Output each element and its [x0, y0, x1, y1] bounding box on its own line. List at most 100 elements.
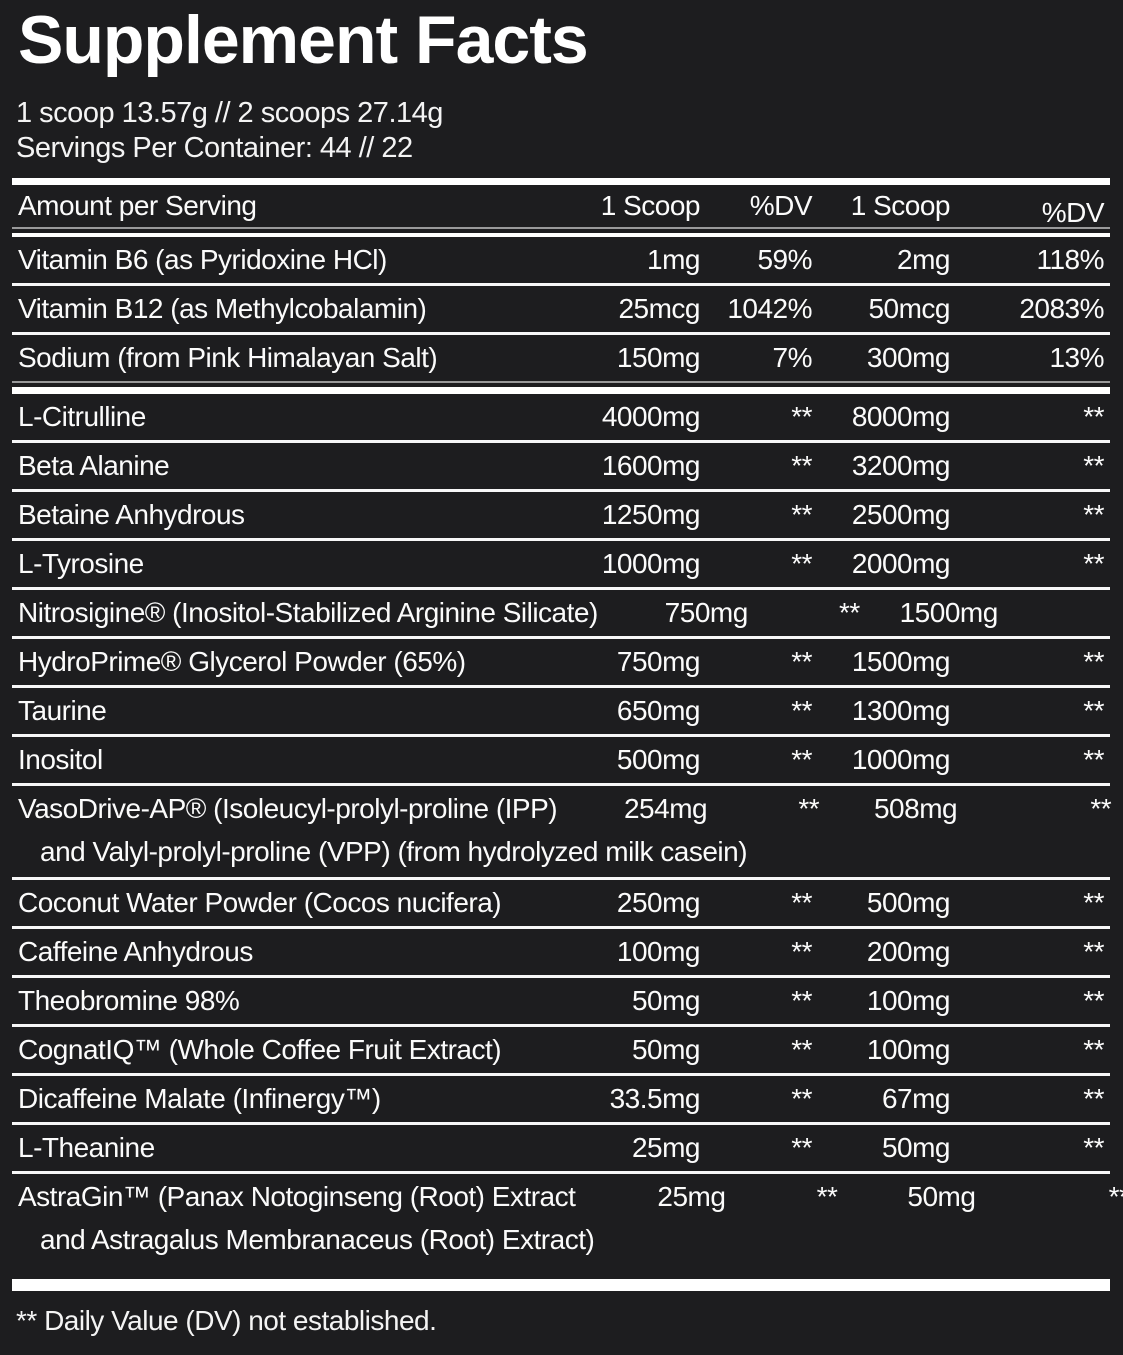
amount-1-scoop: 1000mg [601, 548, 701, 579]
ingredient-name: HydroPrime® Glycerol Powder (65%) [18, 646, 466, 677]
table-row: Beta Alanine 1600mg ** 3200mg ** [12, 443, 1110, 489]
table-row: Dicaffeine Malate (Infinergy™) 33.5mg ** 67… [12, 1076, 1110, 1122]
dv-2-scoops: ** [1090, 793, 1112, 824]
amount-2-scoops: 1300mg [851, 695, 951, 726]
dv-2-scoops: ** [1083, 401, 1104, 432]
table-row-main: Vitamin B6 (as Pyridoxine HCl) 1mg 59% 2mg 1… [12, 237, 1110, 283]
table-row: Coconut Water Powder (Cocos nucifera) 250… [12, 880, 1110, 926]
table-row: Betaine Anhydrous 1250mg ** 2500mg ** [12, 492, 1110, 538]
row-separator [12, 685, 1110, 688]
dv-2-scoops: ** [1083, 1034, 1104, 1065]
table-row-main: Taurine 650mg ** 1300mg ** [12, 688, 1110, 734]
amount-1-scoop: 25mg [657, 1181, 726, 1212]
amount-1-scoop: 750mg [616, 646, 701, 677]
amount-2-scoops: 3200mg [851, 450, 951, 481]
ingredient-name: Inositol [18, 744, 103, 775]
dv-1-scoop: ** [791, 548, 812, 579]
amount-1-scoop: 25mcg [618, 293, 700, 324]
ingredient-name: Caffeine Anhydrous [18, 936, 253, 967]
dv-2-scoops: ** [1083, 887, 1104, 918]
table-row-main: Betaine Anhydrous 1250mg ** 2500mg ** [12, 492, 1110, 538]
dv-2-scoops: 13% [1049, 342, 1104, 373]
row-separator [12, 1073, 1110, 1076]
table-row: HydroPrime® Glycerol Powder (65%) 750mg **… [12, 639, 1110, 685]
amount-2-scoops: 200mg [866, 936, 951, 967]
table-row-main: L-Theanine 25mg ** 50mg ** [12, 1125, 1110, 1171]
table-row-main: Caffeine Anhydrous 100mg ** 200mg ** [12, 929, 1110, 975]
dv-1-scoop: 59% [757, 244, 812, 275]
dv-2-scoops: 2083% [1019, 293, 1104, 324]
table-row-main: CognatIQ™ (Whole Coffee Fruit Extract) 50… [12, 1027, 1110, 1073]
table-top-bar [12, 178, 1110, 185]
table-row: CognatIQ™ (Whole Coffee Fruit Extract) 50… [12, 1027, 1110, 1073]
amount-1-scoop: 25mg [631, 1132, 701, 1163]
supplement-facts-label: Supplement Facts 1 scoop 13.57g // 2 sco… [0, 4, 1123, 1355]
amount-1-scoop: 33.5mg [609, 1083, 701, 1114]
table-row-main: Sodium (from Pink Himalayan Salt) 150mg 7%… [12, 335, 1110, 381]
dv-1-scoop: ** [839, 597, 860, 628]
table-row-main: VasoDrive-AP® (Isoleucyl-prolyl-proline … [12, 786, 1112, 832]
ingredient-name: AstraGin™ (Panax Notoginseng (Root) Extr… [18, 1181, 576, 1212]
ingredient-name: Theobromine 98% [18, 985, 240, 1016]
amount-1-scoop: 250mg [616, 887, 701, 918]
table-row-main: AstraGin™ (Panax Notoginseng (Root) Extr… [12, 1174, 1123, 1220]
table-row: Theobromine 98% 50mg ** 100mg ** [12, 978, 1110, 1024]
dv-2-scoops: ** [1083, 450, 1104, 481]
table-row-main: Inositol 500mg ** 1000mg ** [12, 737, 1110, 783]
dv-2-scoops: ** [1083, 1132, 1104, 1163]
label-title: Supplement Facts [18, 2, 589, 78]
row-separator [12, 283, 1110, 286]
dv-1-scoop: ** [816, 1181, 838, 1212]
row-separator [12, 332, 1110, 335]
table-row-main: Beta Alanine 1600mg ** 3200mg ** [12, 443, 1110, 489]
row-separator [12, 636, 1110, 639]
dv-2-scoops: 118% [1036, 244, 1104, 275]
amount-1-scoop: 1250mg [601, 499, 701, 530]
amount-1-scoop: 650mg [616, 695, 701, 726]
amount-2-scoops: 508mg [873, 793, 958, 824]
amount-2-scoops: 1500mg [899, 597, 999, 628]
row-separator [12, 877, 1110, 880]
dv-1-scoop: ** [791, 744, 812, 775]
amount-1-scoop: 1600mg [601, 450, 701, 481]
header-1-scoop-first: 1 Scoop [600, 190, 701, 221]
amount-1-scoop: 50mg [631, 1034, 701, 1065]
dv-2-scoops: ** [1083, 744, 1104, 775]
row-separator [12, 1122, 1110, 1125]
amount-2-scoops: 50mg [907, 1181, 976, 1212]
table-row: Nitrosigine® (Inositol-Stabilized Argini… [12, 590, 1110, 636]
table-body: Vitamin B6 (as Pyridoxine HCl) 1mg 59% 2mg 1… [12, 237, 1123, 1265]
dv-1-scoop: ** [791, 499, 812, 530]
dv-2-scoops: ** [998, 597, 1123, 629]
table-row-main: Vitamin B12 (as Methylcobalamin) 25mcg 104… [12, 286, 1110, 332]
amount-1-scoop: 100mg [616, 936, 701, 967]
row-separator [12, 1024, 1110, 1027]
amount-1-scoop: 1mg [647, 244, 700, 275]
row-separator [12, 734, 1110, 737]
amount-1-scoop: 4000mg [601, 401, 701, 432]
table-row: AstraGin™ (Panax Notoginseng (Root) Extr… [12, 1174, 1123, 1265]
scoop-weights-line: 1 scoop 13.57g // 2 scoops 27.14g [16, 97, 443, 129]
amount-2-scoops: 100mg [866, 1034, 951, 1065]
dv-2-scoops: ** [1108, 1181, 1123, 1212]
row-separator [12, 587, 1110, 590]
serving-info: 1 scoop 13.57g // 2 scoops 27.14g Servin… [16, 96, 1123, 166]
amount-2-scoops: 100mg [866, 985, 951, 1016]
row-separator [12, 489, 1110, 492]
ingredient-name: L-Tyrosine [18, 548, 144, 579]
table-row-main: HydroPrime® Glycerol Powder (65%) 750mg **… [12, 639, 1110, 685]
table-row: L-Tyrosine 1000mg ** 2000mg ** [12, 541, 1110, 587]
amount-2-scoops: 67mg [881, 1083, 951, 1114]
amount-1-scoop: 750mg [664, 597, 749, 628]
ingredient-name: Sodium (from Pink Himalayan Salt) [18, 342, 438, 373]
row-separator [12, 783, 1110, 786]
dv-2-scoops: ** [1083, 936, 1104, 967]
table-row: VasoDrive-AP® (Isoleucyl-prolyl-proline … [12, 786, 1112, 877]
amount-1-scoop: 254mg [623, 793, 708, 824]
table-row: Vitamin B12 (as Methylcobalamin) 25mcg 104… [12, 286, 1110, 332]
row-separator [12, 440, 1110, 443]
dv-1-scoop: ** [791, 985, 812, 1016]
table-row-main: Nitrosigine® (Inositol-Stabilized Argini… [12, 590, 1110, 636]
amount-1-scoop: 50mg [631, 985, 701, 1016]
header-1-scoop-second: 1 Scoop [850, 190, 951, 221]
